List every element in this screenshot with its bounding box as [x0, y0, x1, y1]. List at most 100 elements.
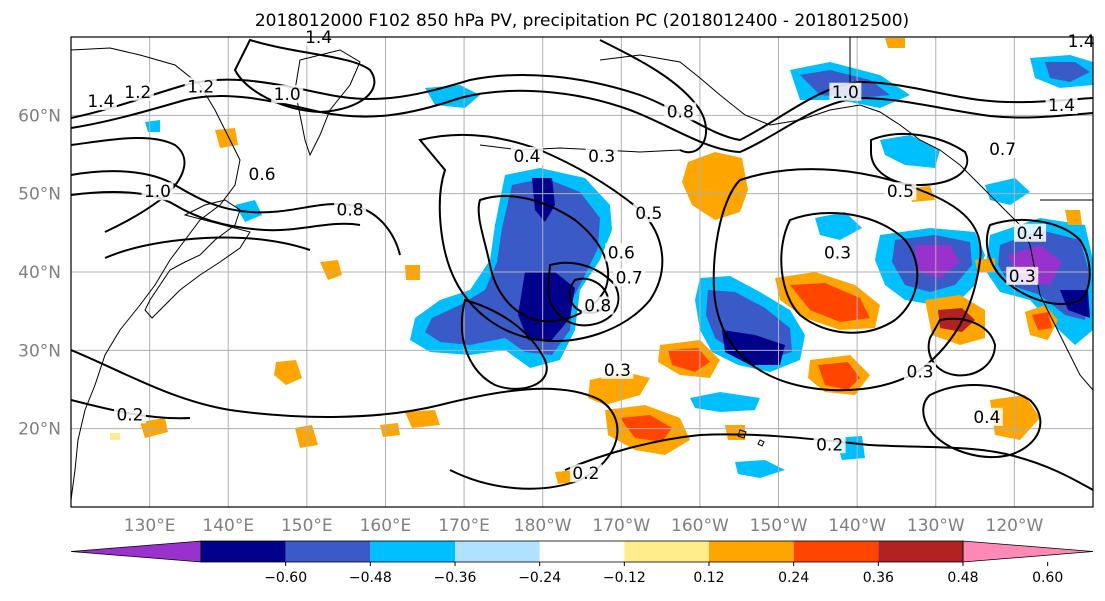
contour-label-bg: [510, 146, 543, 165]
y-tick-label: 40°N: [18, 263, 61, 283]
colorbar-segment: [285, 541, 371, 562]
contour-label-bg: [821, 243, 854, 262]
coastline-hawaii: [737, 429, 765, 447]
contour-label-bg: [884, 182, 917, 201]
shade-pos-7: [588, 372, 650, 405]
shade-neg-sub-3: [722, 330, 785, 365]
contour-label-bg: [986, 139, 1019, 158]
shade-neg-gulf: [880, 135, 940, 168]
contour-label-bg: [1045, 96, 1078, 115]
shade-neg-central-3: [518, 272, 575, 342]
shade-pos-17: [885, 38, 905, 48]
colorbar-tick-label: 0.48: [947, 570, 978, 586]
shade-pos-15: [140, 418, 168, 438]
x-tick-label: 140°E: [202, 516, 254, 536]
contour-label: 0.4: [973, 408, 1000, 428]
contour-line: [71, 136, 186, 233]
shade-neg-sub-w: [690, 392, 760, 412]
colorbar: −0.60 −0.48 −0.36 −0.24 −0.12 0.12 0.24 0.36 0.4…: [70, 540, 1094, 586]
map-layers: [71, 37, 1093, 507]
contour-label: 1.0: [832, 83, 859, 103]
shade-pos-24: [110, 433, 120, 440]
y-tick-label: 30°N: [18, 341, 61, 361]
colorbar-tick-label: −0.48: [349, 570, 392, 586]
shade-pos-3b: [818, 362, 860, 390]
x-tick-label: 120°W: [986, 516, 1044, 536]
contour-label-bg: [1006, 266, 1039, 285]
colorbar-segment: [709, 541, 794, 562]
contour-label: 0.8: [584, 297, 611, 317]
shade-pos-18: [1065, 210, 1082, 225]
contour-line: [869, 133, 969, 187]
shade-pos-11: [320, 260, 342, 280]
contour-label-bg: [184, 77, 217, 96]
contour-label: 0.8: [337, 200, 364, 220]
shade-neg-yukon-2: [1045, 62, 1090, 82]
x-tick-label: 150°E: [281, 516, 333, 536]
shade-neg-ne: [815, 212, 862, 240]
contour-label: 1.4: [1048, 96, 1075, 116]
contour-labels: 1.4 1.2 1.2 1.00.61.00.81.40.4 0.30.80.50.60…: [84, 27, 1098, 484]
y-tick-labels: 20°N 30°N 40°N 50°N 60°N: [18, 106, 61, 439]
contour-label: 0.6: [608, 243, 635, 263]
contour-label-bg: [632, 204, 665, 223]
colorbar-tick-label: −0.60: [264, 570, 307, 586]
contour-label: 0.2: [816, 435, 843, 455]
colorbar-tick-label: 0.24: [778, 570, 809, 586]
shade-neg-central-4: [532, 178, 555, 222]
contour-label: 0.7: [989, 140, 1016, 160]
x-tick-label: 130°W: [907, 516, 965, 536]
shade-pos-13: [405, 410, 440, 428]
contour-label-bg: [664, 102, 697, 121]
contour-label-bg: [904, 362, 937, 381]
contour-label-bg: [84, 92, 117, 111]
contour-label-bg: [246, 165, 279, 183]
contour-label-bg: [1014, 223, 1047, 242]
colorbar-segment: [370, 541, 455, 562]
colorbar-tick-label: −0.24: [518, 570, 561, 586]
contour-label-bg: [585, 146, 618, 165]
x-tick-label: 130°E: [124, 516, 176, 536]
contour-label: 1.4: [305, 28, 332, 48]
coastline-asia: [71, 47, 241, 501]
x-tick-label: 180°W: [514, 516, 572, 536]
x-tick-label: 170°W: [592, 516, 650, 536]
shade-neg-siberia: [145, 120, 160, 132]
colorbar-segment: [201, 541, 286, 562]
contour-label-bg: [829, 82, 862, 101]
contour-line: [780, 211, 919, 334]
contour-line: [922, 383, 1042, 459]
contour-label: 0.8: [667, 102, 694, 122]
contour-label: 0.3: [1009, 267, 1036, 287]
contour-label: 1.4: [87, 92, 114, 112]
x-tick-label: 140°W: [828, 516, 886, 536]
coastline-kamchatka: [294, 49, 361, 157]
coastline-alaska: [599, 54, 1021, 226]
contour-label: 0.3: [604, 361, 631, 381]
y-tick-label: 20°N: [18, 420, 61, 440]
contour-label-bg: [121, 82, 154, 101]
contour-label-bg: [605, 243, 638, 262]
contour-label: 1.2: [124, 83, 151, 103]
colorbar-extend-high: [962, 540, 1094, 563]
contour-line: [71, 191, 361, 232]
axes-frame: [70, 36, 1094, 508]
contour-label: 0.4: [513, 147, 540, 167]
shade-pos-9b: [1032, 312, 1052, 330]
shade-neg-east-3: [915, 245, 960, 278]
contour-label: 0.2: [116, 405, 143, 425]
contour-line: [985, 219, 1091, 305]
contour-label: 1.0: [144, 182, 171, 202]
contour-label: 0.3: [907, 362, 934, 382]
x-tick-label: 150°W: [750, 516, 808, 536]
colorbar-tick-label: 0.36: [863, 570, 894, 586]
contour-line: [71, 74, 1093, 142]
contour-label-bg: [970, 407, 1003, 426]
contour-label-bg: [613, 268, 646, 287]
shade-neg-bering: [425, 85, 480, 108]
colorbar-tick-label: 0.12: [693, 570, 724, 586]
contour-label-bg: [1065, 31, 1098, 50]
shade-pos-1: [682, 152, 748, 220]
x-tick-label: 160°W: [671, 516, 729, 536]
grid-lines: [71, 37, 1093, 507]
